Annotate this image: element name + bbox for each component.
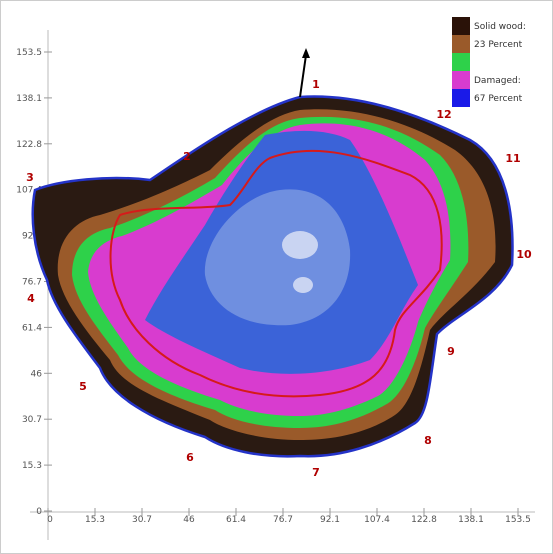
sensor-label: 7 — [312, 466, 320, 479]
red-contour — [109, 149, 443, 398]
y-tick-label: 30.7 — [22, 415, 42, 425]
x-tick-label: 153.5 — [505, 515, 531, 525]
sensor-label: 6 — [186, 451, 194, 464]
sensor-label: 2 — [183, 150, 191, 163]
y-tick-label: 15.3 — [22, 461, 42, 471]
legend-label: 67 Percent — [474, 94, 523, 104]
y-tick-label: 153.5 — [16, 48, 42, 58]
y-tick-label: 0 — [36, 507, 42, 517]
ticks: 0 15.3 30.7 46 61.4 76.7 92.1 107.4 122.8 138.1 15… — [16, 48, 531, 525]
sensor-label: 10 — [516, 248, 532, 261]
sensor-label: 4 — [27, 292, 35, 305]
x-tick-label: 122.8 — [411, 515, 437, 525]
sensor-label: 12 — [436, 108, 451, 121]
legend-swatch — [452, 71, 470, 89]
x-tick-label: 138.1 — [458, 515, 484, 525]
legend-swatch — [452, 17, 470, 35]
hollow-core — [204, 189, 351, 326]
legend-label: 23 Percent — [474, 40, 523, 50]
y-tick-label: 92.1 — [22, 232, 42, 242]
sensor-label: 8 — [424, 434, 432, 447]
sensor-label: 1 — [312, 78, 320, 91]
y-tick-label: 61.4 — [22, 323, 42, 333]
x-tick-label: 76.7 — [273, 515, 293, 525]
legend-label: Solid wood: — [474, 22, 526, 32]
x-tick-label: 107.4 — [364, 515, 390, 525]
y-tick-label: 46 — [31, 369, 43, 379]
y-tick-label: 122.8 — [16, 140, 42, 150]
y-tick-label: 76.7 — [22, 278, 42, 288]
y-tick-label: 138.1 — [16, 94, 42, 104]
x-tick-label: 0 — [47, 515, 53, 525]
x-tick-label: 30.7 — [132, 515, 152, 525]
x-tick-label: 15.3 — [85, 515, 105, 525]
legend-label: Damaged: — [474, 76, 521, 86]
arrow — [299, 54, 307, 98]
core-highlight — [293, 277, 313, 293]
core-highlight — [282, 231, 318, 259]
sensor-label: 11 — [505, 152, 520, 165]
arrow-head — [302, 48, 310, 58]
sensor-label: 9 — [447, 345, 455, 358]
legend-swatch — [452, 89, 470, 107]
x-tick-label: 92.1 — [320, 515, 340, 525]
legend-swatch — [452, 53, 470, 71]
y-tick-label: 107.4 — [16, 186, 42, 196]
x-tick-label: 61.4 — [226, 515, 246, 525]
legend-swatch — [452, 35, 470, 53]
sensor-label: 3 — [26, 171, 34, 184]
sensor-label: 5 — [79, 380, 87, 393]
x-tick-label: 46 — [183, 515, 195, 525]
